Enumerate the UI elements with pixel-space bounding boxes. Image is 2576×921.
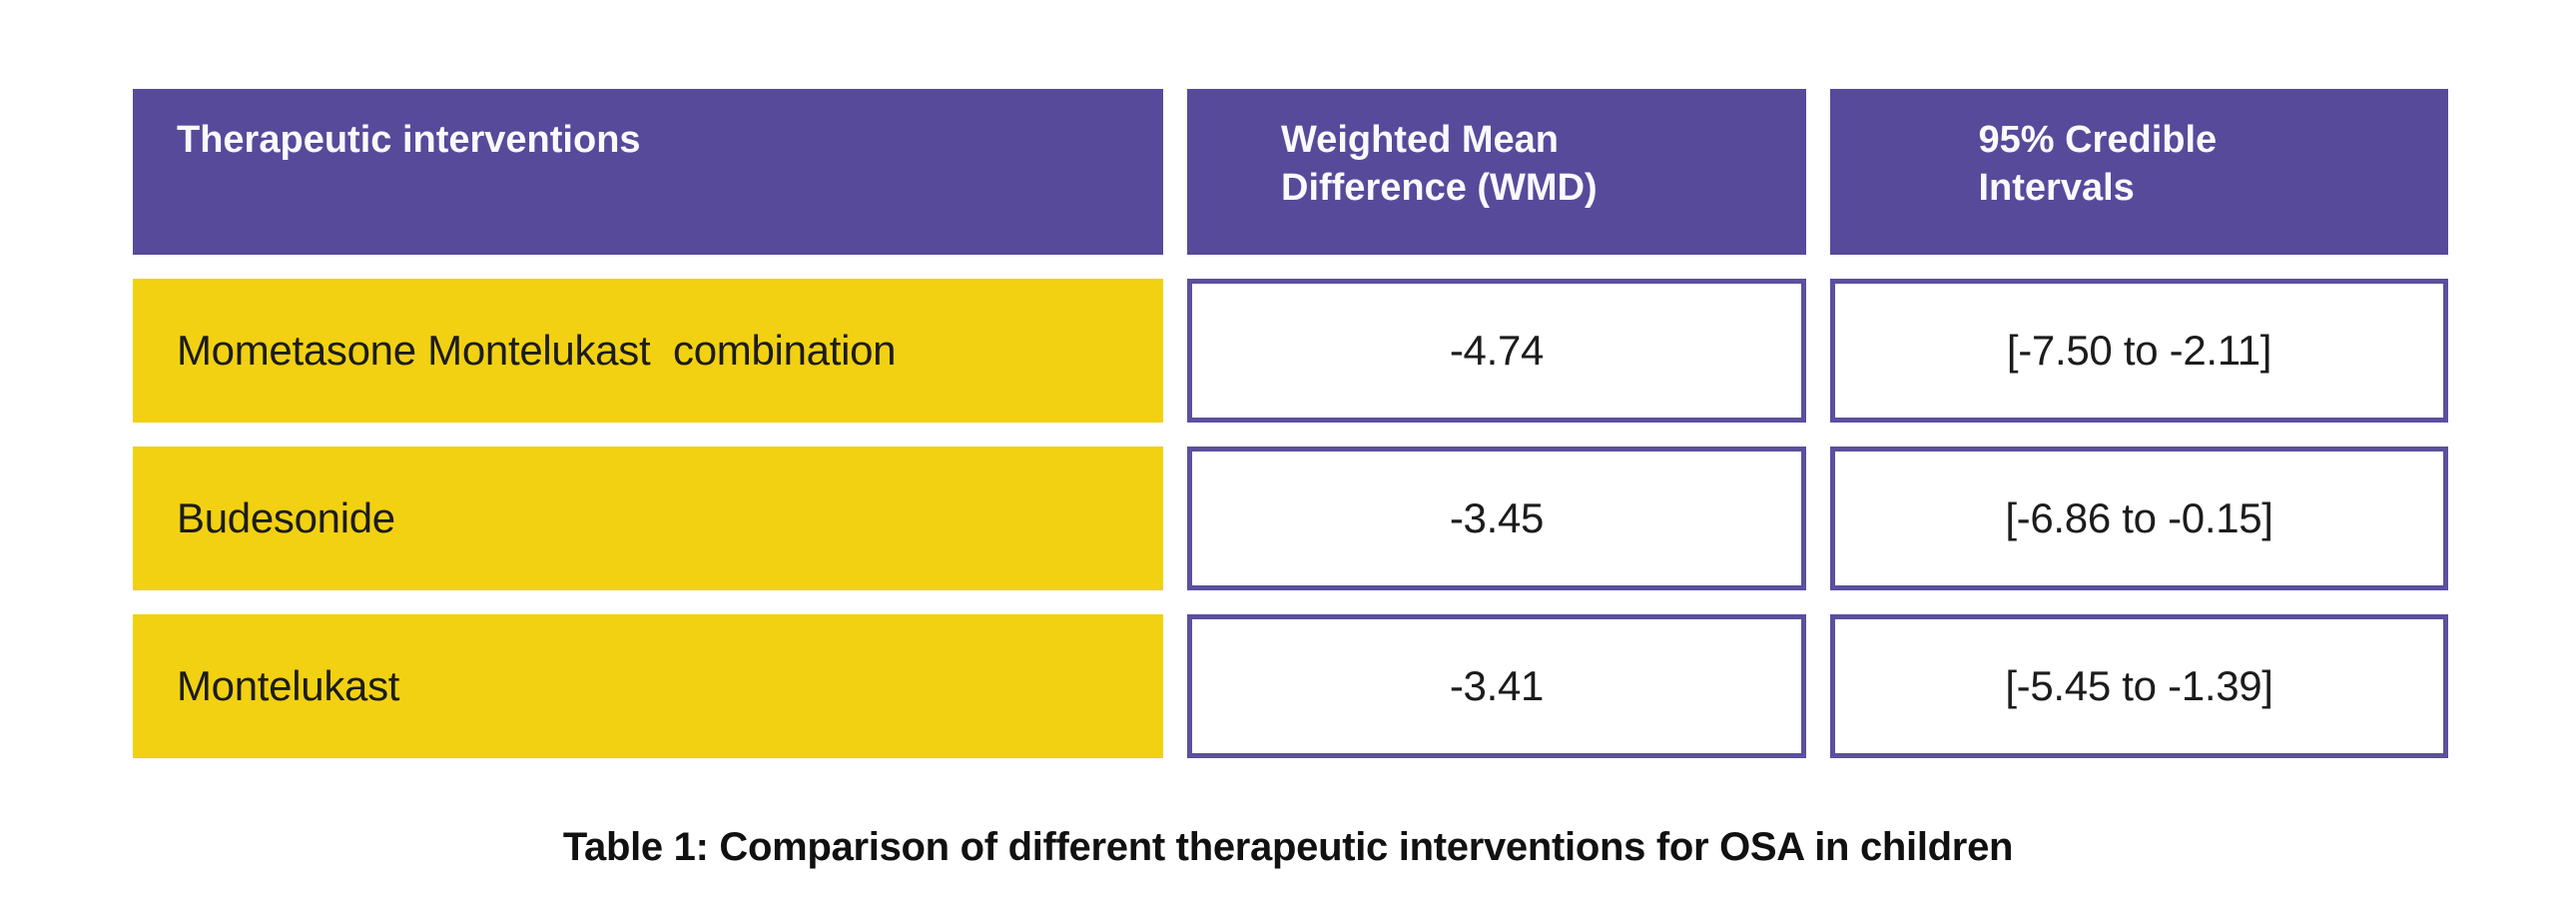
header-cell-therapeutic-interventions: Therapeutic interventions — [133, 89, 1163, 255]
wmd-value-mometasone-montelukast: -4.74 — [1187, 279, 1806, 423]
row-label-mometasone-montelukast: Mometasone Montelukast combination — [133, 279, 1163, 423]
header-cell-credible-intervals: 95% Credible Intervals — [1830, 89, 2448, 255]
header-label-credible-intervals: 95% Credible Intervals — [1978, 119, 2218, 209]
row-label-montelukast: Montelukast — [133, 614, 1163, 758]
ci-value-budesonide: [-6.86 to -0.15] — [1830, 447, 2448, 590]
wmd-value-montelukast: -3.41 — [1187, 614, 1806, 758]
wmd-value-budesonide: -3.45 — [1187, 447, 1806, 590]
header-label-weighted-mean-difference: Weighted Mean Difference (WMD) — [1281, 119, 1598, 209]
ci-value-mometasone-montelukast: [-7.50 to -2.11] — [1830, 279, 2448, 423]
header-cell-weighted-mean-difference: Weighted Mean Difference (WMD) — [1187, 89, 1806, 255]
comparison-table: Therapeutic interventions Weighted Mean … — [133, 89, 2448, 758]
ci-value-montelukast: [-5.45 to -1.39] — [1830, 614, 2448, 758]
table-caption: Table 1: Comparison of different therape… — [562, 825, 2014, 869]
row-label-budesonide: Budesonide — [133, 447, 1163, 590]
